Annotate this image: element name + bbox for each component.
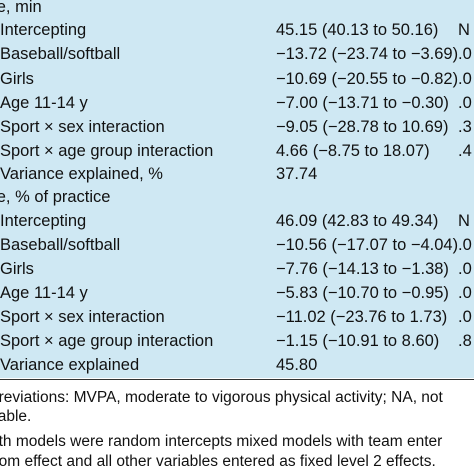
table-bottom-rule: [0, 379, 474, 380]
section-band-minutes: [0, 0, 474, 188]
row-p-value: .0: [458, 260, 472, 278]
footnote-line: breviations: MVPA, moderate to vigorous …: [0, 389, 443, 406]
row-estimate: 4.66 (−8.75 to 18.07): [276, 142, 430, 160]
row-label: Sport × sex interaction: [0, 118, 165, 136]
row-label: Girls: [0, 260, 34, 278]
row-estimate: −9.05 (−28.78 to 10.69): [276, 118, 449, 136]
row-estimate: −5.83 (−10.70 to −0.95): [276, 284, 449, 302]
row-estimate: −11.02 (−23.76 to 1.73): [276, 308, 448, 326]
row-p-value: .0: [458, 70, 472, 88]
section-header: me, % of practice: [0, 188, 111, 206]
row-estimate: −1.15 (−10.91 to 8.60): [276, 332, 440, 350]
row-estimate: 45.80: [276, 356, 318, 374]
row-label: Sport × age group interaction: [0, 332, 214, 350]
row-estimate: −7.76 (−14.13 to −1.38): [276, 260, 449, 278]
row-estimate: 37.74: [276, 165, 318, 183]
row-p-value: .0: [458, 308, 472, 326]
row-estimate: −13.72 (−23.74 to −3.69): [276, 45, 459, 63]
row-estimate: 46.09 (42.83 to 49.34): [276, 212, 439, 230]
row-label: Sport × age group interaction: [0, 142, 214, 160]
footnote-line: oth models were random intercepts mixed …: [0, 433, 443, 450]
row-p-value: .8: [458, 332, 472, 350]
footnote-line: cable.: [0, 408, 32, 425]
section-band-percent: [0, 188, 474, 378]
row-estimate: −10.69 (−20.55 to −0.82): [276, 70, 459, 88]
row-label: Baseball/softball: [0, 236, 121, 254]
row-p-value: .0: [458, 94, 472, 112]
row-p-value: .0: [458, 284, 472, 302]
row-label: Variance explained, %: [0, 165, 163, 183]
row-p-value: N: [458, 21, 470, 39]
row-p-value: .3: [458, 118, 472, 136]
row-label: Sport × sex interaction: [0, 308, 165, 326]
row-label: Girls: [0, 70, 34, 88]
row-label: Intercepting: [0, 212, 87, 230]
row-estimate: −7.00 (−13.71 to −0.30): [276, 94, 449, 112]
row-label: Age 11-14 y: [0, 94, 88, 112]
row-p-value: .0: [458, 236, 472, 254]
footnote-line: dom effect and all other variables enter…: [0, 453, 436, 470]
row-estimate: −10.56 (−17.07 to −4.04): [276, 236, 459, 254]
row-p-value: .4: [458, 142, 472, 160]
row-label: Baseball/softball: [0, 45, 121, 63]
row-p-value: .0: [458, 45, 472, 63]
row-estimate: 45.15 (40.13 to 50.16): [276, 21, 439, 39]
row-label: Intercepting: [0, 21, 87, 39]
section-header: me, min: [0, 0, 42, 16]
row-p-value: N: [458, 212, 470, 230]
row-label: Age 11-14 y: [0, 284, 88, 302]
row-label: Variance explained: [0, 356, 140, 374]
